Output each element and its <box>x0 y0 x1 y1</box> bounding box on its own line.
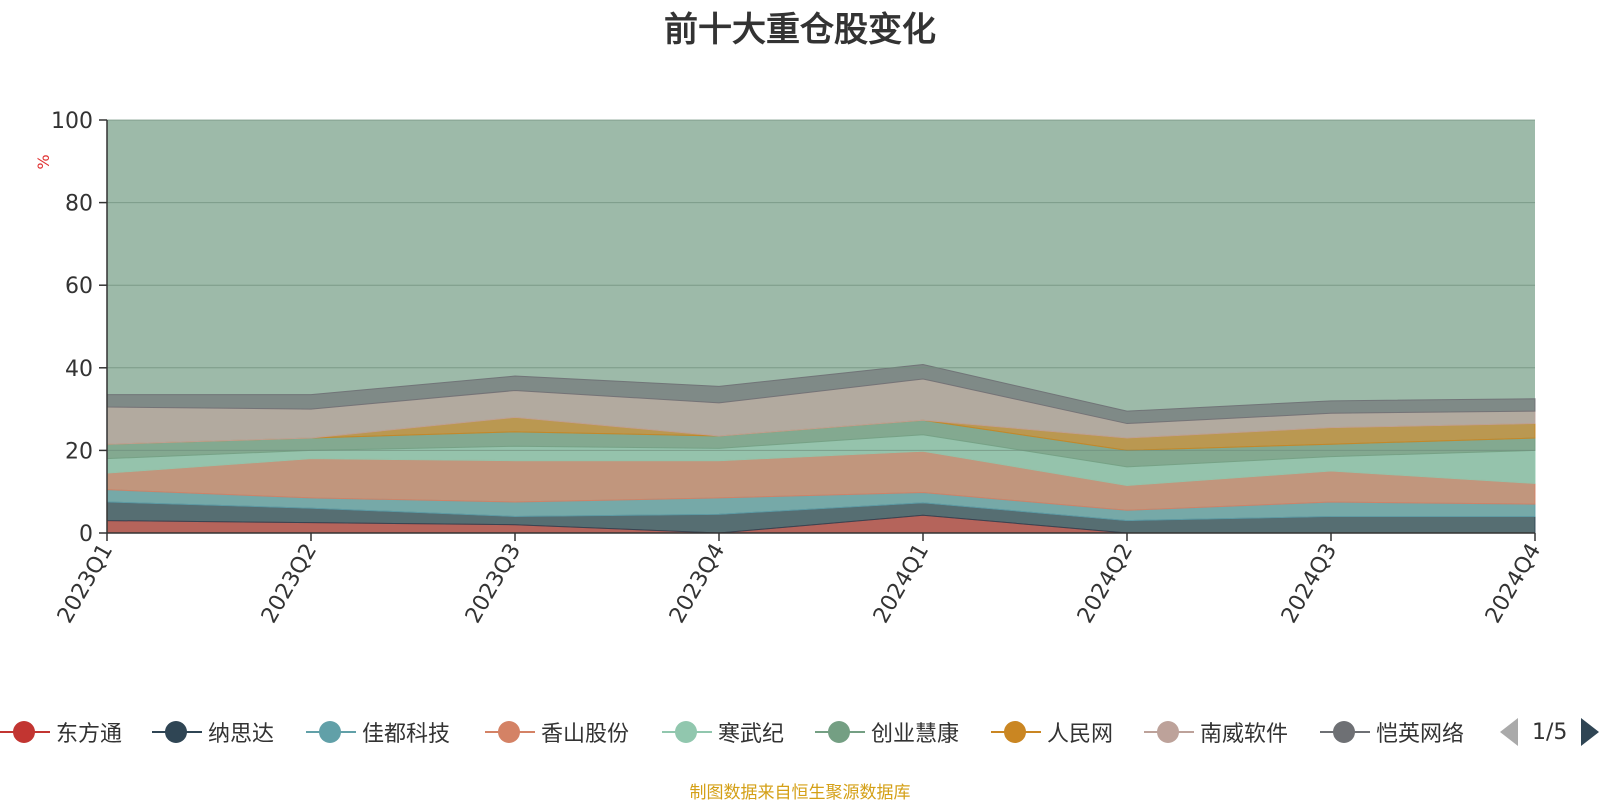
x-tick-label-5: 2024Q2 <box>1073 540 1138 628</box>
legend-marker-icon <box>815 717 865 747</box>
legend-label: 恺英网络 <box>1376 722 1465 747</box>
y-tick-label-4: 80 <box>65 192 93 217</box>
legend-item-3[interactable]: 香山股份 <box>485 712 629 752</box>
legend-label: 纳思达 <box>208 722 275 747</box>
legend-marker-icon <box>306 717 356 747</box>
legend-label: 南威软件 <box>1200 722 1289 747</box>
legend-next-page-arrow-icon[interactable] <box>1581 718 1600 746</box>
x-tick-label-0: 2023Q1 <box>53 540 118 628</box>
y-tick-label-0: 0 <box>79 522 93 547</box>
legend-marker-icon <box>152 717 202 747</box>
x-tick-label-6: 2024Q3 <box>1277 540 1342 628</box>
legend-label: 佳都科技 <box>362 722 451 747</box>
legend-label: 香山股份 <box>541 722 630 747</box>
chart-legend: 东方通 纳思达 佳都科技 香山股份 寒武纪 创业慧康 人民网 南威软件 恺英网络 <box>0 712 1600 752</box>
x-tick-label-2: 2023Q3 <box>461 540 526 628</box>
legend-marker-icon <box>1320 717 1370 747</box>
y-axis-unit-label: % <box>34 154 53 169</box>
legend-marker-icon <box>662 717 712 747</box>
legend-item-5[interactable]: 创业慧康 <box>815 712 959 752</box>
x-tick-label-3: 2023Q4 <box>665 540 730 628</box>
legend-marker-icon <box>1144 717 1194 747</box>
legend-item-6[interactable]: 人民网 <box>991 712 1113 752</box>
chart-title: 前十大重仓股变化 <box>664 10 936 50</box>
legend-label: 人民网 <box>1047 722 1114 747</box>
x-tick-label-4: 2024Q1 <box>869 540 934 628</box>
legend-item-7[interactable]: 南威软件 <box>1144 712 1288 752</box>
legend-marker-icon <box>0 717 50 747</box>
legend-label: 创业慧康 <box>871 722 960 747</box>
legend-item-1[interactable]: 纳思达 <box>152 712 274 752</box>
area-series-8 <box>106 363 1536 425</box>
legend-item-0[interactable]: 东方通 <box>0 712 122 752</box>
legend-item-8[interactable]: 恺英网络 <box>1320 712 1464 752</box>
y-tick-label-1: 20 <box>65 439 93 464</box>
y-tick-label-2: 40 <box>65 357 93 382</box>
legend-prev-page-arrow-icon[interactable] <box>1500 718 1518 746</box>
legend-label: 东方通 <box>56 722 123 747</box>
legend-item-2[interactable]: 佳都科技 <box>306 712 450 752</box>
legend-pager: 1/5 <box>1500 712 1600 752</box>
legend-item-4[interactable]: 寒武纪 <box>662 712 784 752</box>
data-source-note: 制图数据来自恒生聚源数据库 <box>689 783 911 803</box>
y-tick-label-3: 60 <box>65 274 93 299</box>
x-tick-label-7: 2024Q4 <box>1481 540 1546 628</box>
y-tick-label-5: 100 <box>51 109 93 134</box>
legend-marker-icon <box>991 717 1041 747</box>
x-tick-label-1: 2023Q2 <box>257 540 322 628</box>
legend-marker-icon <box>485 717 535 747</box>
legend-page-indicator: 1/5 <box>1532 719 1568 745</box>
legend-label: 寒武纪 <box>718 722 785 747</box>
